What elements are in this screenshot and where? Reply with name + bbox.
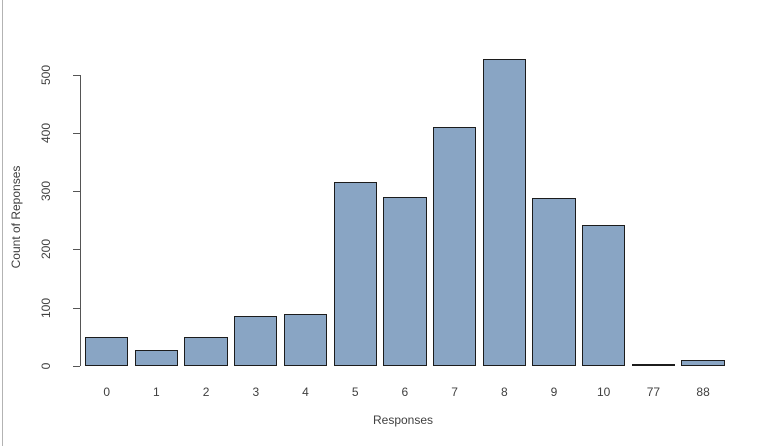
- x-tick-label: 4: [302, 385, 309, 399]
- x-tick-label: 3: [252, 385, 260, 399]
- y-tick-label: 0: [39, 362, 53, 370]
- bar: [681, 360, 725, 366]
- y-tick-label: 300: [39, 181, 53, 202]
- bar: [631, 364, 676, 366]
- bar: [134, 349, 179, 366]
- x-tick-label: 0: [103, 385, 111, 399]
- bar: [582, 224, 626, 366]
- x-tick-label: 10: [597, 385, 611, 399]
- y-tick-mark: [73, 307, 80, 309]
- x-axis-title: Responses: [372, 413, 434, 427]
- y-tick-label: 200: [39, 239, 53, 260]
- x-tick-label: 8: [500, 385, 508, 399]
- y-tick-label: 100: [39, 297, 53, 318]
- bar: [184, 336, 228, 366]
- y-tick-mark: [73, 191, 80, 193]
- y-tick-label: 400: [39, 122, 53, 143]
- y-tick-label: 500: [39, 64, 53, 85]
- x-tick-label: 6: [401, 385, 409, 399]
- x-tick-label: 9: [550, 385, 558, 399]
- bar: [234, 316, 278, 366]
- bar: [333, 182, 377, 366]
- bar: [85, 336, 129, 366]
- y-tick-mark: [73, 74, 80, 76]
- y-tick-mark: [73, 132, 80, 134]
- x-tick-label: 77: [646, 385, 661, 399]
- x-tick-label: 1: [153, 385, 160, 399]
- bar: [482, 58, 526, 366]
- x-tick-label: 5: [351, 385, 359, 399]
- bar: [383, 196, 427, 366]
- bar: [432, 126, 477, 366]
- bar: [283, 313, 328, 366]
- pane-border-left: [2, 0, 3, 446]
- bar: [532, 198, 576, 366]
- y-tick-mark: [73, 249, 80, 251]
- y-axis-line: [80, 74, 81, 366]
- x-tick-label: 88: [696, 385, 710, 399]
- x-tick-label: 7: [451, 385, 458, 399]
- y-axis-title: Count of Reponses: [9, 165, 23, 269]
- x-tick-label: 2: [202, 385, 210, 399]
- y-tick-mark: [73, 366, 80, 367]
